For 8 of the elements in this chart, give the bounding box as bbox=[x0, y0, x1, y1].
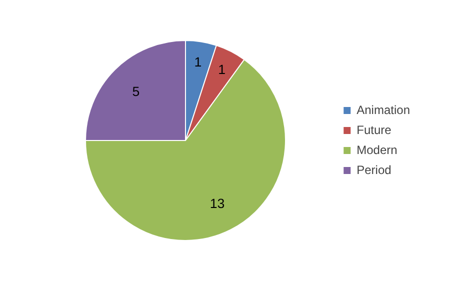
legend-label: Future bbox=[356, 123, 392, 137]
data-label: 1 bbox=[218, 62, 226, 78]
legend-label: Period bbox=[356, 163, 392, 177]
data-label: 1 bbox=[194, 54, 202, 70]
legend-label: Animation bbox=[356, 103, 410, 117]
legend-label: Modern bbox=[356, 143, 398, 157]
data-label: 13 bbox=[210, 196, 225, 211]
data-label: 5 bbox=[132, 84, 140, 100]
